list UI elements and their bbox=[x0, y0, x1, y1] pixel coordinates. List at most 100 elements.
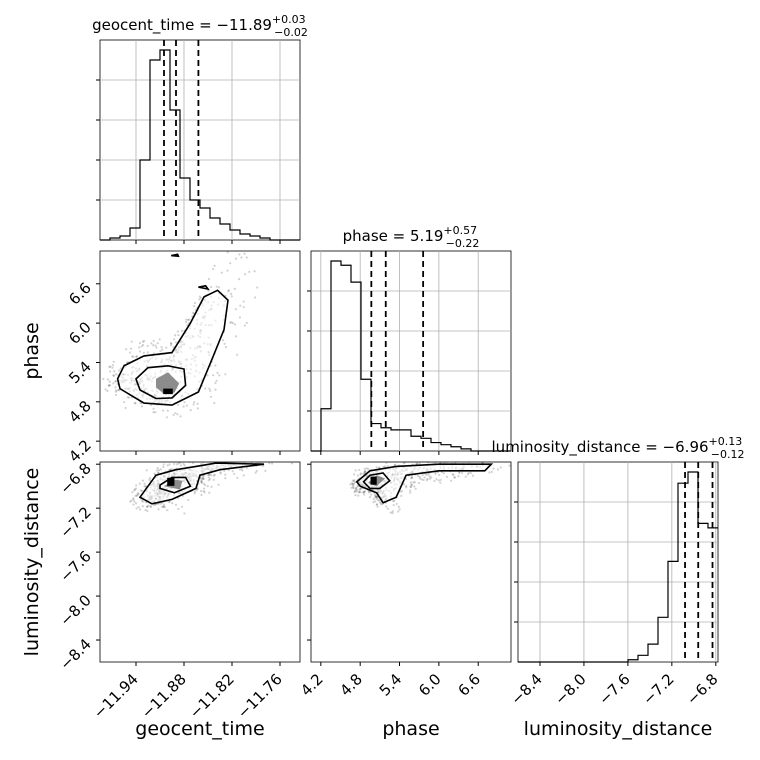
scatter-point bbox=[193, 459, 195, 461]
x-tick-label: −11.88 bbox=[138, 670, 190, 722]
scatter-point bbox=[471, 474, 475, 477]
x-tick-label: −11.82 bbox=[186, 670, 238, 722]
scatter-point bbox=[357, 494, 360, 497]
scatter-point bbox=[492, 467, 495, 470]
scatter-point bbox=[409, 481, 413, 484]
scatter-point bbox=[172, 338, 176, 341]
scatter-point bbox=[397, 460, 399, 462]
scatter-point bbox=[142, 339, 146, 343]
scatter-point bbox=[232, 455, 234, 457]
scatter-point bbox=[454, 462, 457, 464]
scatter-point bbox=[238, 253, 241, 256]
scatter-point bbox=[222, 457, 224, 459]
scatter-point bbox=[398, 508, 401, 511]
panel-frame bbox=[99, 461, 301, 663]
scatter-point bbox=[171, 459, 173, 461]
scatter-point bbox=[217, 286, 221, 289]
scatter-point bbox=[290, 462, 294, 465]
contour-line bbox=[355, 463, 494, 504]
scatter-point bbox=[208, 387, 211, 390]
scatter-point bbox=[227, 290, 230, 293]
scatter-point bbox=[156, 467, 159, 470]
scatter-point bbox=[374, 500, 377, 503]
scatter-point bbox=[167, 500, 170, 503]
scatter-point bbox=[354, 494, 357, 497]
scatter-point bbox=[159, 502, 163, 505]
scatter-point bbox=[238, 278, 241, 281]
scatter-point bbox=[227, 457, 229, 459]
scatter-point bbox=[177, 334, 180, 337]
scatter-point bbox=[158, 338, 161, 341]
scatter-point bbox=[391, 510, 394, 513]
scatter-point bbox=[389, 511, 392, 514]
scatter-point bbox=[177, 456, 179, 458]
scatter-point bbox=[144, 485, 147, 488]
scatter-point bbox=[209, 462, 212, 464]
scatter-point bbox=[171, 502, 174, 505]
scatter-point bbox=[397, 505, 400, 508]
scatter-point bbox=[515, 466, 517, 468]
scatter-point bbox=[104, 388, 107, 391]
scatter-point bbox=[359, 491, 362, 494]
scatter-point bbox=[378, 466, 381, 469]
scatter-point bbox=[212, 267, 215, 271]
title-plus: +0.03 bbox=[272, 13, 306, 26]
scatter-point bbox=[205, 453, 207, 455]
scatter-point bbox=[138, 350, 142, 353]
scatter-point bbox=[236, 476, 239, 479]
scatter-point bbox=[132, 498, 135, 501]
scatter-point bbox=[437, 479, 440, 482]
scatter-point bbox=[134, 402, 137, 405]
scatter-point bbox=[156, 342, 159, 345]
scatter-point bbox=[254, 458, 256, 460]
scatter-point bbox=[153, 472, 156, 475]
scatter-point bbox=[174, 341, 178, 344]
scatter-point bbox=[248, 270, 251, 273]
scatter-point bbox=[169, 342, 173, 345]
scatter-point bbox=[215, 379, 218, 382]
scatter-point bbox=[233, 472, 236, 476]
scatter-point bbox=[374, 494, 378, 497]
scatter-point bbox=[410, 475, 414, 478]
scatter-point bbox=[241, 469, 244, 472]
scatter-point bbox=[439, 478, 442, 482]
scatter-point bbox=[216, 454, 218, 456]
scatter-point bbox=[200, 493, 203, 497]
scatter-point bbox=[426, 455, 428, 457]
x-tick-label: −7.2 bbox=[639, 670, 677, 708]
title-plus: +0.13 bbox=[709, 435, 743, 448]
scatter-point bbox=[203, 483, 207, 487]
scatter-point bbox=[149, 403, 153, 407]
scatter-point bbox=[173, 462, 176, 466]
scatter-point bbox=[199, 477, 202, 480]
scatter-point bbox=[114, 379, 118, 383]
scatter-point bbox=[211, 457, 213, 459]
scatter-point bbox=[206, 374, 209, 377]
scatter-point bbox=[375, 466, 378, 469]
scatter-point bbox=[395, 502, 398, 506]
scatter-point bbox=[270, 462, 274, 465]
scatter-point bbox=[234, 257, 238, 260]
scatter-point bbox=[378, 501, 382, 504]
scatter-point bbox=[212, 474, 216, 477]
scatter-point bbox=[134, 487, 138, 490]
scatter-point bbox=[213, 456, 215, 458]
scatter-point bbox=[111, 366, 114, 369]
scatter-point bbox=[375, 497, 378, 501]
title-minus: −0.12 bbox=[711, 448, 745, 461]
y-tick-label: −7.6 bbox=[56, 547, 94, 585]
scatter-point bbox=[185, 457, 187, 459]
scatter-point bbox=[163, 505, 166, 509]
title-main: luminosity_distance = −6.96 bbox=[492, 438, 709, 457]
scatter-point bbox=[109, 365, 112, 368]
scatter-point bbox=[485, 455, 487, 457]
scatter-point bbox=[239, 455, 241, 457]
scatter-point bbox=[136, 493, 139, 496]
scatter-point bbox=[405, 486, 408, 489]
scatter-point bbox=[133, 489, 136, 492]
scatter-point bbox=[107, 384, 111, 387]
scatter-point bbox=[182, 405, 185, 408]
scatter-point bbox=[415, 462, 418, 465]
scatter-point bbox=[198, 295, 201, 298]
hist-title: luminosity_distance = −6.96+0.13 −0.12 bbox=[492, 435, 745, 461]
